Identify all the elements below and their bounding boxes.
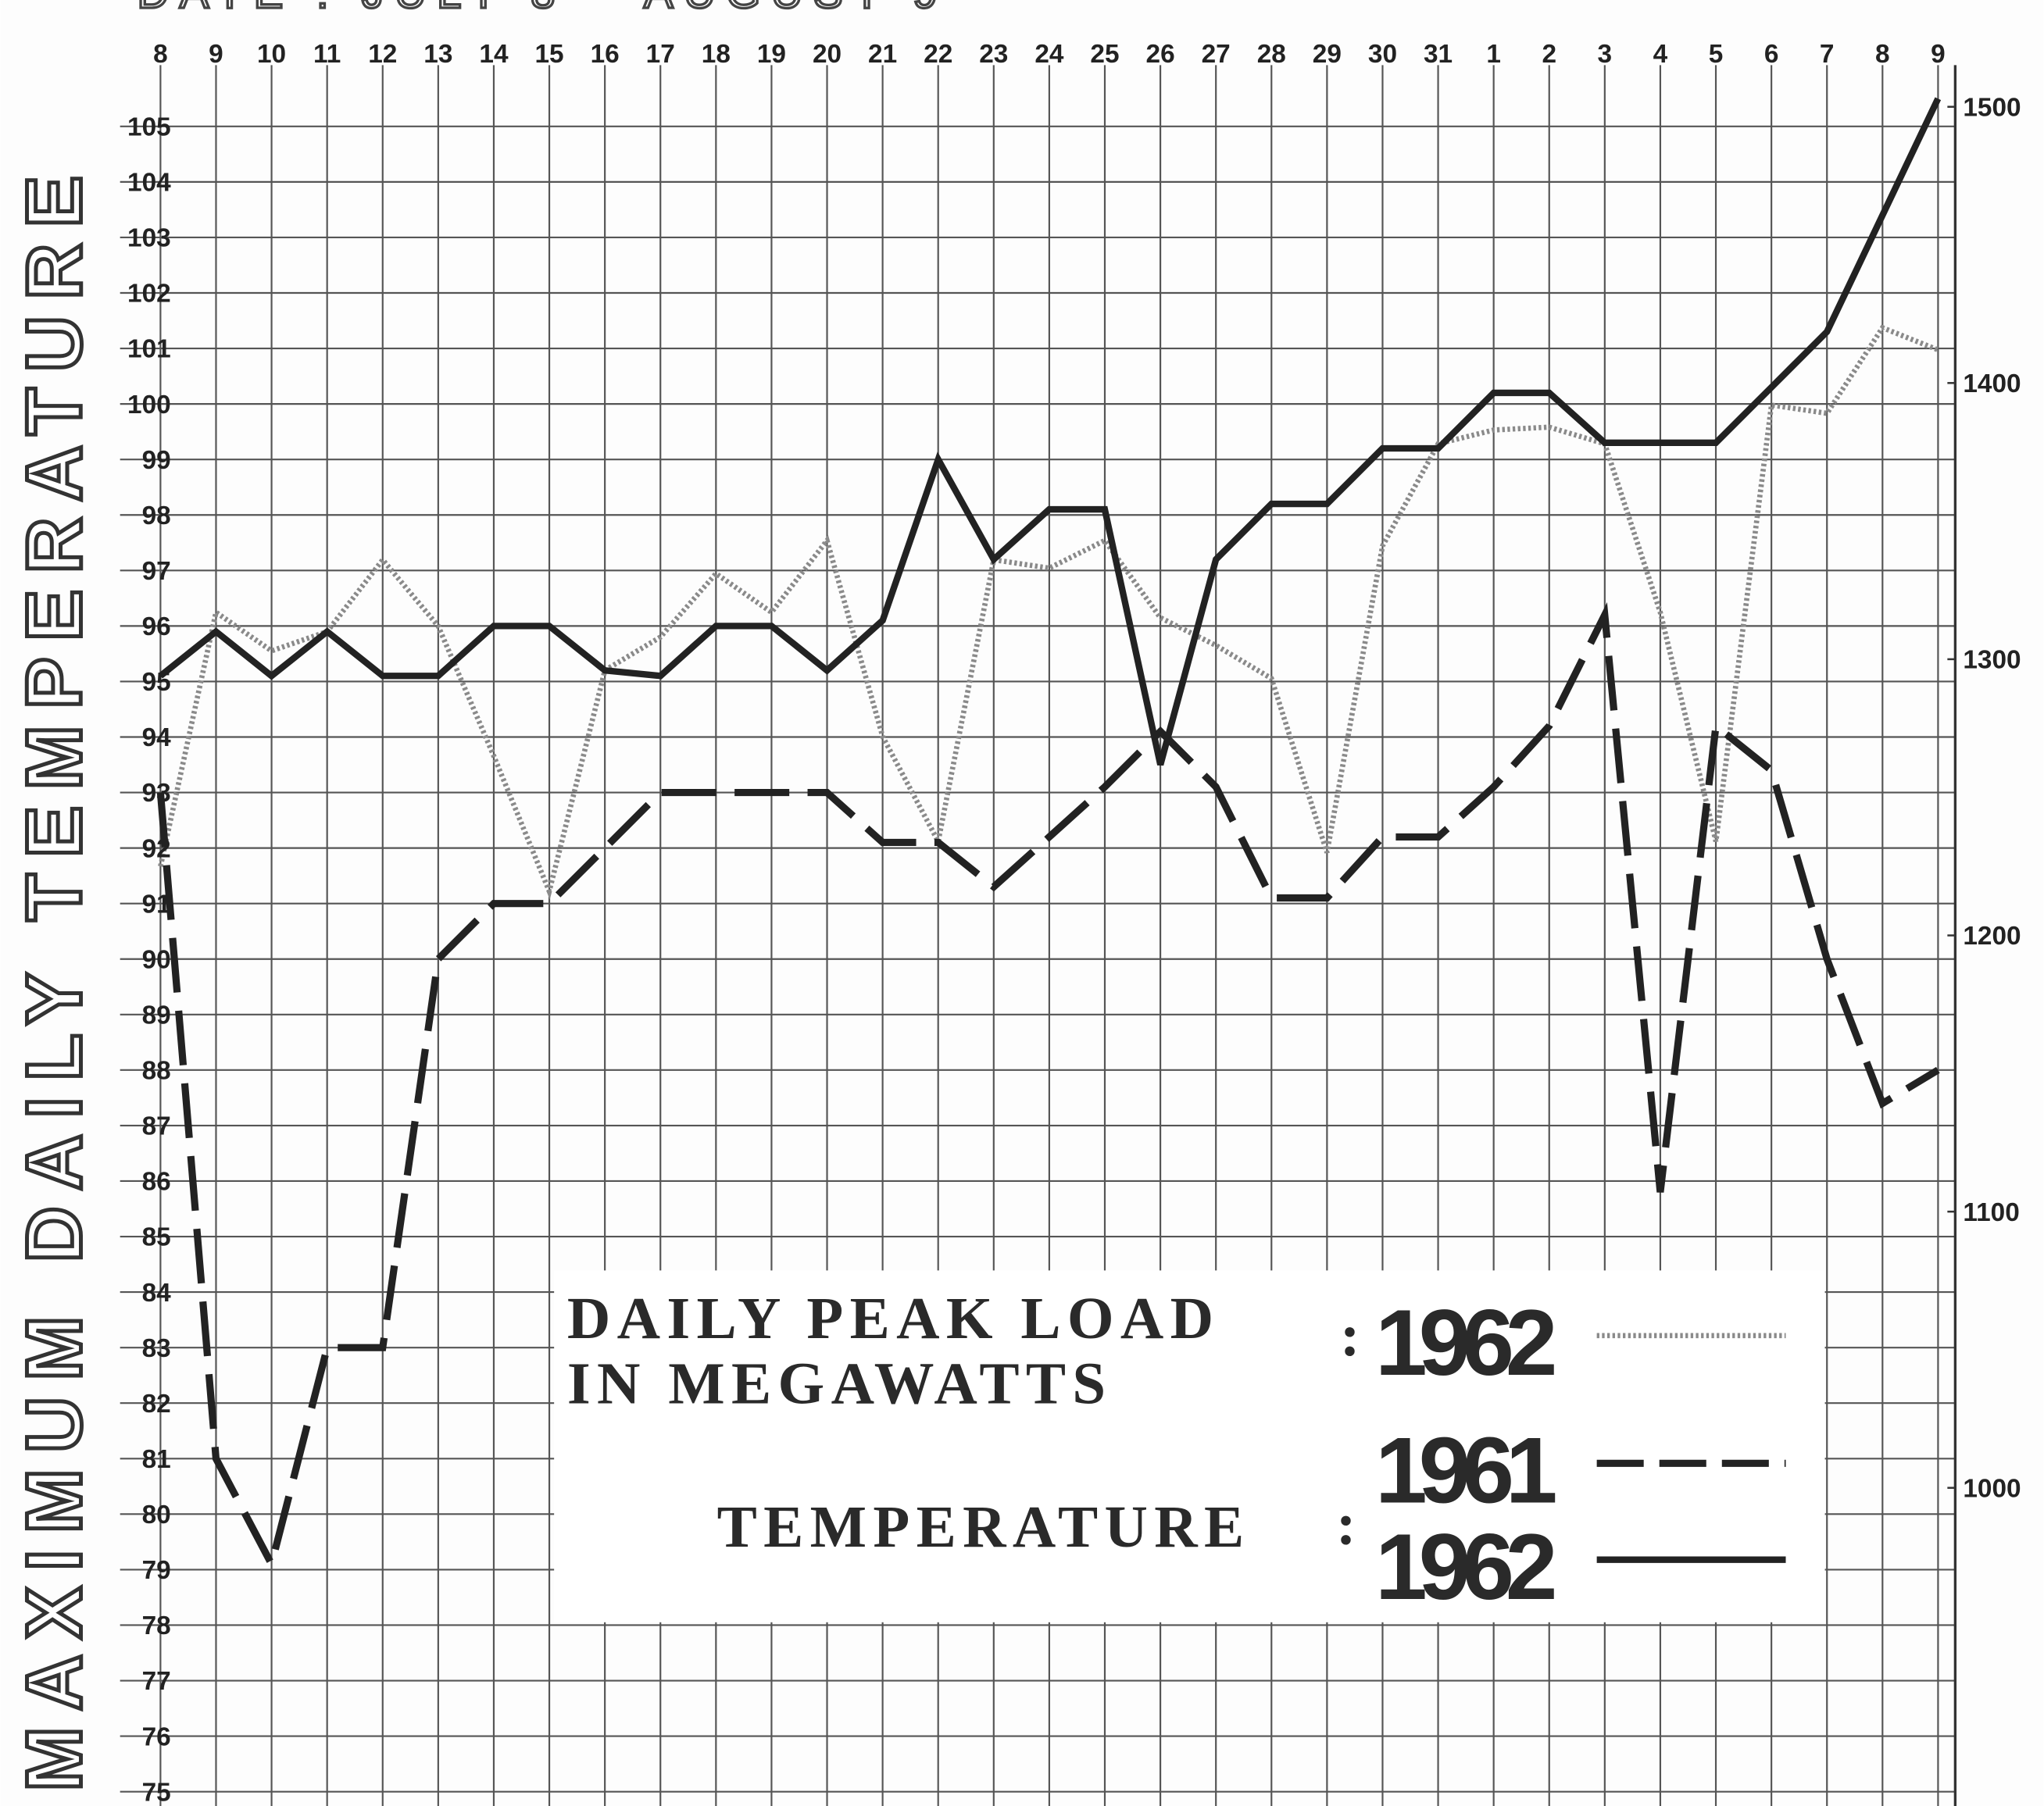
x-tick-label: 26 — [1146, 40, 1175, 69]
y-tick-label: 78 — [142, 1611, 171, 1640]
y2-tick-label: 1200 — [1963, 922, 2021, 951]
y-tick-label: 91 — [142, 890, 171, 919]
x-tick-label: 18 — [702, 40, 731, 69]
y-tick-label: 85 — [142, 1223, 171, 1252]
x-tick-label: 9 — [209, 40, 223, 69]
y2-tick-label: 1500 — [1963, 93, 2021, 122]
legend-heading: TEMPERATURE — [717, 1494, 1251, 1560]
y2-tick-label: 1400 — [1963, 369, 2021, 398]
y-tick-label: 96 — [142, 612, 171, 641]
x-tick-label: 12 — [368, 40, 397, 69]
y-tick-label: 88 — [142, 1057, 171, 1086]
x-tick-label: 20 — [813, 40, 842, 69]
y-tick-label: 95 — [142, 668, 171, 697]
y-tick-label: 83 — [142, 1334, 171, 1363]
series-line — [158, 97, 1942, 766]
y-tick-label: 105 — [127, 112, 171, 141]
legend-separator: : — [1336, 1491, 1363, 1558]
x-tick-label: 6 — [1764, 40, 1779, 69]
y-tick-label: 92 — [142, 834, 171, 863]
x-tick-label: 27 — [1202, 40, 1231, 69]
series-line — [156, 601, 1940, 1574]
y2-tick-label: 1100 — [1963, 1198, 2019, 1227]
y-tick-label: 98 — [142, 501, 171, 530]
y-tick-label: 102 — [127, 280, 171, 309]
legend-box — [554, 1270, 1825, 1622]
y-tick-label: 81 — [142, 1445, 171, 1474]
x-tick-label: 2 — [1542, 40, 1556, 69]
legend-label: 1962 — [1375, 1290, 1558, 1395]
y2-tick-label: 1300 — [1963, 646, 2021, 675]
y-tick-label: 80 — [142, 1501, 171, 1529]
x-tick-label: 8 — [1875, 40, 1890, 69]
lines — [156, 97, 1942, 1574]
legend-label: 1961 — [1375, 1418, 1558, 1522]
x-tick-label: 19 — [757, 40, 786, 69]
y-tick-label: 100 — [127, 391, 171, 419]
x-tick-label: 17 — [646, 40, 675, 69]
x-tick-label: 30 — [1368, 40, 1397, 69]
y-tick-label: 101 — [127, 335, 171, 364]
y-tick-label: 86 — [142, 1168, 171, 1197]
y-tick-label: 103 — [127, 224, 171, 253]
y-tick-label: 97 — [142, 557, 171, 586]
y-tick-label: 90 — [142, 945, 171, 974]
x-tick-label: 3 — [1598, 40, 1613, 69]
y-tick-label: 89 — [142, 1001, 171, 1030]
x-tick-label: 29 — [1313, 40, 1342, 69]
x-tick-label: 24 — [1035, 40, 1064, 69]
y-tick-label: 75 — [142, 1778, 171, 1806]
y-tick-label: 76 — [142, 1722, 171, 1751]
x-tick-label: 15 — [534, 40, 563, 69]
x-tick-label: 4 — [1653, 40, 1668, 69]
x-tick-label: 14 — [479, 40, 509, 69]
y-tick-label: 99 — [142, 446, 171, 475]
y-tick-label: 82 — [142, 1390, 171, 1419]
series-line — [158, 324, 1939, 900]
legend-heading: IN MEGAWATTS — [567, 1351, 1113, 1417]
y-tick-label: 104 — [127, 169, 171, 198]
x-tick-label: 7 — [1820, 40, 1835, 69]
legend-label: 1962 — [1375, 1515, 1558, 1619]
x-tick-label: 8 — [153, 40, 168, 69]
y-tick-label: 93 — [142, 779, 171, 808]
x-tick-label: 9 — [1931, 40, 1946, 69]
legend-separator: : — [1340, 1302, 1367, 1369]
legend-heading: DAILY PEAK LOAD — [567, 1285, 1220, 1351]
x-tick-label: 16 — [591, 40, 620, 69]
y2-tick-label: 1000 — [1963, 1474, 2021, 1503]
x-tick-label: 23 — [979, 40, 1008, 69]
x-tick-label: 28 — [1257, 40, 1286, 69]
x-tick-label: 22 — [924, 40, 952, 69]
y-tick-label: 79 — [142, 1556, 171, 1585]
x-tick-label: 21 — [868, 40, 897, 69]
x-tick-label: 31 — [1424, 40, 1453, 69]
x-tick-label: 13 — [423, 40, 452, 69]
x-tick-label: 10 — [257, 40, 286, 69]
chart-title: DATE : JULY 8 – AUGUST 9 — [137, 0, 948, 18]
y-tick-label: 84 — [142, 1279, 172, 1308]
x-tick-label: 5 — [1709, 40, 1724, 69]
x-tick-label: 1 — [1486, 40, 1501, 69]
y-tick-label: 94 — [142, 723, 172, 752]
labels: 7576777879808182838485868788899091929394… — [127, 40, 2021, 1806]
y-tick-label: 77 — [142, 1667, 171, 1696]
x-tick-label: 25 — [1090, 40, 1119, 69]
y-tick-label: 87 — [142, 1112, 171, 1141]
y-axis-label: MAXIMUM DAILY TEMPERATURE — [11, 160, 98, 1792]
x-tick-label: 11 — [313, 40, 341, 69]
